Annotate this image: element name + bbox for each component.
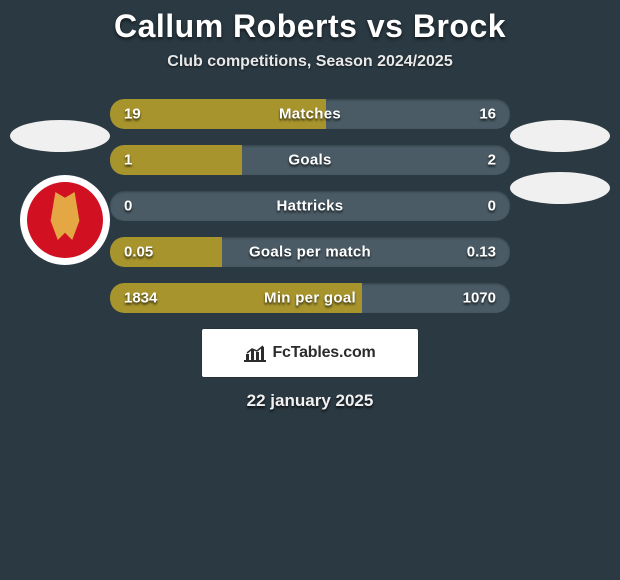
comparison-bar-row: 1834Min per goal1070 (110, 283, 510, 313)
comparison-bar-row: 19Matches16 (110, 99, 510, 129)
club-blob-right-1 (510, 120, 610, 152)
bar-label: Hattricks (110, 198, 510, 215)
club-badge-left (20, 175, 110, 265)
attribution-box: FcTables.com (202, 329, 418, 377)
bar-value-right: 16 (479, 106, 496, 123)
page-title: Callum Roberts vs Brock (0, 8, 620, 45)
club-blob-right-2 (510, 172, 610, 204)
newtown-crest-icon (27, 182, 103, 258)
comparison-bars: 19Matches16 1Goals2 0Hattricks0 0.05Goals p… (110, 99, 510, 313)
bar-label: Goals (110, 152, 510, 169)
attribution-text: FcTables.com (272, 344, 375, 362)
page-subtitle: Club competitions, Season 2024/2025 (0, 53, 620, 71)
date-text: 22 january 2025 (0, 391, 620, 411)
chart-icon (244, 344, 266, 362)
bar-value-right: 0.13 (467, 244, 496, 261)
bar-value-right: 1070 (463, 290, 496, 307)
club-blob-left-1 (10, 120, 110, 152)
bar-label: Min per goal (110, 290, 510, 307)
comparison-bar-row: 0Hattricks0 (110, 191, 510, 221)
bar-label: Matches (110, 106, 510, 123)
bar-value-right: 2 (488, 152, 496, 169)
bar-value-right: 0 (488, 198, 496, 215)
comparison-bar-row: 0.05Goals per match0.13 (110, 237, 510, 267)
comparison-bar-row: 1Goals2 (110, 145, 510, 175)
bar-label: Goals per match (110, 244, 510, 261)
